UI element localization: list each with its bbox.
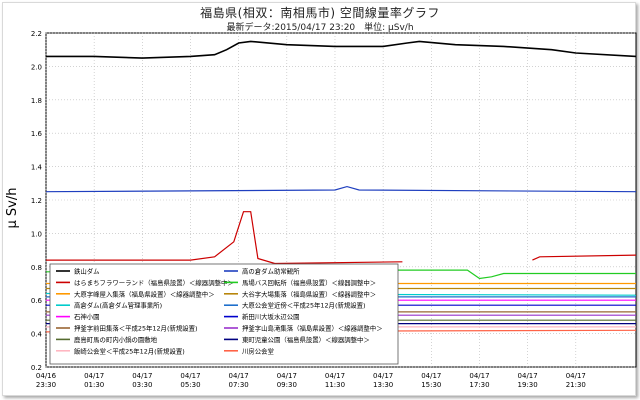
x-tick-time: 05:30	[180, 381, 200, 389]
legend-label: 高の倉ダム助常観所	[242, 267, 300, 276]
x-tick-date: 04/17	[469, 372, 489, 380]
y-tick-label: 0.2	[31, 364, 42, 372]
series-line	[46, 211, 403, 265]
x-tick-date: 04/17	[84, 372, 104, 380]
x-tick-time: 09:30	[277, 381, 297, 389]
x-tick-time: 15:30	[421, 381, 441, 389]
series-line	[46, 40, 637, 59]
legend-label: 新田川大坂水辺公園	[242, 312, 300, 321]
legend-label: 大谷字大場集落（福島県設置）＜線器調整中＞	[242, 289, 376, 298]
x-tick-date: 04/17	[132, 372, 152, 380]
x-tick-date: 04/17	[373, 372, 393, 380]
y-tick-label: 1.0	[31, 230, 42, 238]
legend-label: 押釜字前田集落＜平成25年12月(新規設置)	[74, 324, 198, 333]
x-tick-date: 04/17	[229, 372, 249, 380]
x-tick-date: 04/17	[421, 372, 441, 380]
chart-title: 福島県(相双：南相馬市) 空間線量率グラフ	[200, 6, 440, 20]
legend-label: 大原公会堂近傍＜平成25年12月(新規設置)	[242, 301, 366, 310]
legend-label: 鉄山ダム	[74, 267, 100, 276]
y-tick-label: 2.0	[31, 63, 42, 71]
axes: 0.2 0.4 0.6 0.8 1.0 1.2 1.4 1.6 1.8 2.0 2.2 04/1623…	[5, 30, 586, 389]
x-tick-time: 23:30	[36, 381, 56, 389]
x-tick-date: 04/17	[518, 372, 538, 380]
x-tick-time: 17:30	[469, 381, 489, 389]
x-tick-date: 04/17	[325, 372, 345, 380]
x-tick-time: 13:30	[373, 381, 393, 389]
y-tick-label: 0.6	[31, 297, 43, 305]
legend-label: 飯崎公会堂＜平成25年12月(新規設置)	[74, 346, 185, 355]
legend-label: はらまちフラワーランド（福島県設置）＜線器調整中＞	[74, 278, 234, 287]
chart-subtitle: 最新データ:2015/04/17 23:20 単位: μSv/h	[226, 23, 414, 33]
y-tick-label: 1.8	[31, 97, 42, 105]
y-tick-label: 1.2	[31, 197, 42, 205]
x-tick-time: 21:30	[566, 381, 586, 389]
series-line	[532, 254, 637, 261]
legend-label: 馬場バス回転所（福島県設置）＜線器調整中＞	[242, 278, 376, 287]
x-tick-date: 04/17	[277, 372, 297, 380]
x-tick-time: 07:30	[229, 381, 249, 389]
x-tick-time: 19:30	[518, 381, 538, 389]
y-tick-label: 1.6	[31, 130, 43, 138]
legend-label: 押釜字山島滝集落（福島県設置）＜線器調整中＞	[242, 324, 383, 333]
x-tick-date: 04/17	[180, 372, 200, 380]
x-tick-date: 04/17	[566, 372, 586, 380]
legend-label: 川房公会堂	[242, 346, 274, 355]
y-tick-label: 0.4	[31, 331, 43, 339]
y-tick-label: 1.4	[31, 164, 43, 172]
x-tick-time: 11:30	[325, 381, 345, 389]
y-tick-label: 2.2	[31, 30, 42, 38]
legend-label: 東町児童公園（福島県設置）＜線器調整中＞	[242, 335, 370, 344]
legend-label: 高倉ダム(高倉ダム管理事業所)	[74, 301, 162, 310]
legend-label: 大原字峰屋入集落（福島県設置）＜線器調整中＞	[74, 289, 215, 298]
x-tick-time: 01:30	[84, 381, 104, 389]
x-tick-time: 03:30	[132, 381, 152, 389]
series-line	[45, 185, 637, 193]
legend-box	[49, 263, 399, 365]
y-tick-label: 0.8	[31, 264, 42, 272]
y-axis-label: μ Sv/h	[5, 188, 20, 229]
x-tick-date: 04/16	[36, 372, 57, 380]
legend-label: 鹿島町馬の町内小鍋の園敷地	[74, 335, 158, 344]
legend-label: 石神小園	[74, 312, 100, 321]
